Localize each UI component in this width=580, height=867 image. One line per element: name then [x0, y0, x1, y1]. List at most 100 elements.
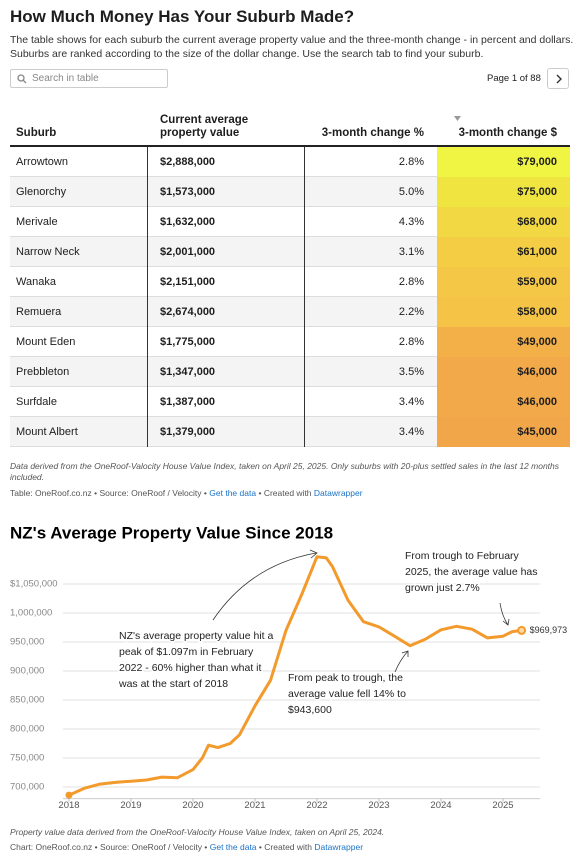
annotation: From trough to February	[405, 550, 520, 562]
x-tick-label: 2023	[368, 800, 389, 811]
created-with: Created with	[264, 842, 312, 852]
table-cell: $1,775,000	[160, 336, 216, 348]
description: The table shows for each suburb the curr…	[10, 34, 574, 60]
annotation: $943,600	[288, 704, 332, 716]
y-tick-label: 900,000	[10, 666, 44, 677]
separator: •	[203, 488, 207, 498]
row-rule	[10, 386, 437, 387]
get-data-link[interactable]: Get the data	[209, 488, 257, 498]
column-header: Suburb	[10, 108, 147, 146]
highlight	[437, 297, 570, 327]
annotation: was at the start of 2018	[118, 678, 228, 690]
next-icon	[556, 74, 562, 84]
row-rule	[10, 416, 437, 417]
credit: Chart: OneRoof.co.nz	[10, 842, 93, 852]
column-divider	[304, 147, 305, 447]
y-tick-label: 950,000	[10, 637, 44, 648]
x-tick-label: 2020	[182, 800, 203, 811]
table-cell: $49,000	[517, 336, 557, 348]
highlight	[437, 207, 570, 237]
start-point	[65, 791, 73, 799]
highlight	[437, 357, 570, 387]
table-cell: Wanaka	[16, 276, 56, 288]
row-rule	[10, 266, 437, 267]
tool-link[interactable]: Datawrapper	[314, 842, 364, 852]
row-rule	[10, 236, 437, 237]
table: Suburb Current average property value 3-mo…	[10, 108, 570, 447]
table-cell: 2.8%	[398, 276, 424, 288]
table-cell: 2.8%	[398, 156, 424, 168]
table-title: How Much Money Has Your Suburb Made?	[10, 7, 355, 26]
line-series	[68, 555, 522, 797]
tool-link[interactable]: Datawrapper	[313, 488, 363, 498]
highlight	[437, 177, 570, 207]
y-tick-label: 850,000	[10, 695, 44, 706]
row-rule	[10, 296, 437, 297]
table-cell: 3.4%	[398, 426, 424, 438]
row-shade	[10, 357, 437, 387]
x-tick-label: 2018	[58, 800, 79, 811]
y-tick-label: 700,000	[10, 782, 44, 793]
x-tick-label: 2019	[120, 800, 141, 811]
end-point	[517, 625, 527, 635]
column-header[interactable]: 3-month change $	[437, 108, 570, 146]
arrowhead	[502, 618, 510, 626]
table-cell: $2,151,000	[160, 276, 216, 288]
table-cell: $1,573,000	[160, 186, 216, 198]
row-shade	[10, 237, 437, 267]
table-cell: $2,888,000	[160, 156, 216, 168]
table-note: Data derived from the OneRoof-Valocity H…	[10, 461, 560, 482]
highlight	[437, 237, 570, 267]
pagination: Page 1 of 88	[487, 73, 541, 84]
highlight	[437, 417, 570, 447]
get-data-link[interactable]: Get the data	[209, 842, 257, 852]
separator: •	[94, 842, 98, 852]
table-cell: $1,379,000	[160, 426, 216, 438]
arrowhead	[309, 549, 318, 559]
search-placeholder: Search in table	[32, 73, 99, 84]
row-rule	[10, 326, 437, 327]
table-cell: Mount Albert	[16, 426, 78, 438]
separator: •	[258, 842, 262, 852]
table-cell: Narrow Neck	[16, 246, 80, 258]
highlight	[437, 327, 570, 357]
search-icon	[17, 74, 27, 84]
table-cell: $79,000	[517, 156, 557, 168]
x-tick-label: 2022	[306, 800, 327, 811]
chart-title: NZ's Average Property Value Since 2018	[10, 523, 333, 542]
column-header-text: Suburb	[16, 127, 57, 139]
arrow	[394, 650, 409, 673]
row-rule	[10, 356, 437, 357]
table-cell: $1,387,000	[160, 396, 216, 408]
source: Source: OneRoof / Velocity	[99, 488, 202, 498]
table-footer: Table: OneRoof.co.nz • Source: OneRoof /…	[10, 488, 363, 498]
value-label: $969,973	[530, 625, 568, 635]
column-header-text: 3-month change %	[321, 127, 424, 139]
annotation: 2022 - 60% higher than what it	[119, 662, 262, 674]
table-cell: $58,000	[517, 306, 557, 318]
arrowhead	[401, 650, 409, 657]
x-tick-label: 2025	[492, 800, 513, 811]
next-page-button[interactable]	[547, 68, 569, 89]
x-tick-label: 2021	[244, 800, 265, 811]
table-cell: 3.4%	[398, 396, 424, 408]
arrow	[499, 602, 509, 626]
table-cell: Merivale	[16, 216, 58, 228]
annotation: From peak to trough, the	[288, 672, 403, 684]
table-cell: $45,000	[517, 426, 557, 438]
table-cell: $1,632,000	[160, 216, 216, 228]
annotation: peak of $1.097m in February	[119, 646, 254, 658]
annotation: average value fell 14% to	[288, 688, 406, 700]
search-box[interactable]: Search in table	[10, 69, 168, 88]
sort-icon	[454, 116, 461, 121]
table-cell: 2.2%	[398, 306, 424, 318]
table-cell: 4.3%	[398, 216, 424, 228]
table-cell: $68,000	[517, 216, 557, 228]
highlight	[437, 147, 570, 177]
y-tick-label: 1,000,000	[10, 608, 52, 619]
table-cell: 3.1%	[398, 246, 424, 258]
highlight	[437, 387, 570, 417]
annotation: grown just 2.7%	[405, 582, 480, 594]
header-rule	[10, 145, 570, 147]
table-cell: $46,000	[517, 366, 557, 378]
